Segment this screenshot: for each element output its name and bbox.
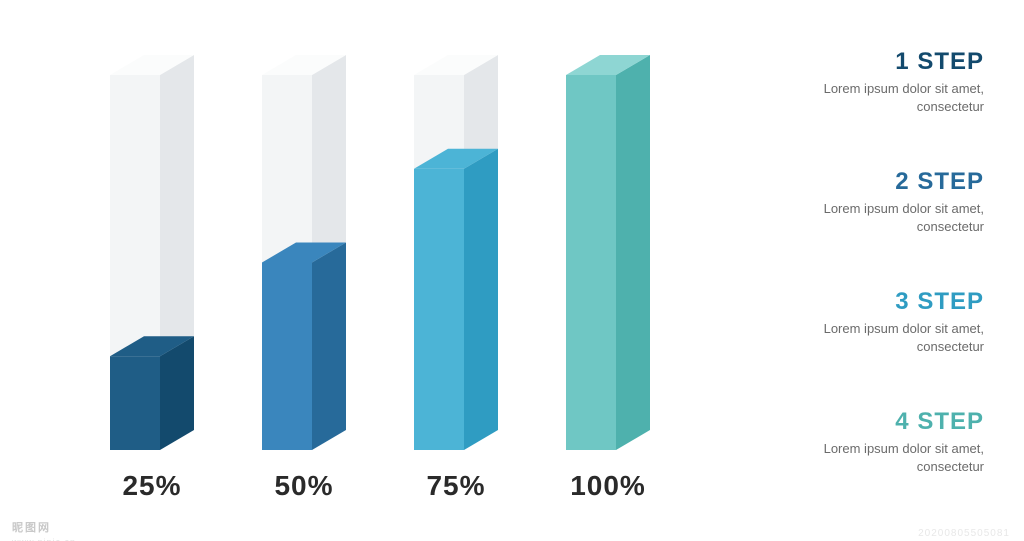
watermark-logo: 昵图网 <box>12 519 51 535</box>
bar-empty-side <box>312 55 346 263</box>
bar-fill-side <box>616 55 650 450</box>
legend-item: 2 STEP Lorem ipsum dolor sit amet, consec… <box>754 168 984 235</box>
legend-title: 2 STEP <box>754 168 984 196</box>
bar-empty-front <box>262 75 312 263</box>
legend-desc: Lorem ipsum dolor sit amet, consectetur <box>754 320 984 355</box>
infographic-stage: 25% 50% 75% 100% 1 STEP Lorem ipsum dolor si… <box>0 0 1024 541</box>
bar-fill-front <box>414 169 464 450</box>
bar-percent-label: 50% <box>234 470 374 502</box>
watermark-id: 20200805505081 <box>918 528 1010 539</box>
bar-fill-side <box>464 149 498 450</box>
bar-column <box>110 55 194 450</box>
bar-fill-front <box>110 356 160 450</box>
bar-column <box>566 55 650 450</box>
bar-fill-front <box>262 263 312 451</box>
legend-item: 3 STEP Lorem ipsum dolor sit amet, consec… <box>754 288 984 355</box>
bar-percent-label: 75% <box>386 470 526 502</box>
bar-fill-front <box>566 75 616 450</box>
bar-column <box>262 55 346 450</box>
bar-percent-label: 100% <box>538 470 678 502</box>
legend-item: 4 STEP Lorem ipsum dolor sit amet, consec… <box>754 408 984 475</box>
legend-item: 1 STEP Lorem ipsum dolor sit amet, consec… <box>754 48 984 115</box>
watermark-url: www.nipic.cn <box>12 537 76 541</box>
legend-title: 3 STEP <box>754 288 984 316</box>
bar-empty-side <box>160 55 194 356</box>
legend-title: 1 STEP <box>754 48 984 76</box>
legend-desc: Lorem ipsum dolor sit amet, consectetur <box>754 440 984 475</box>
legend-desc: Lorem ipsum dolor sit amet, consectetur <box>754 80 984 115</box>
bar-percent-label: 25% <box>82 470 222 502</box>
bar-empty-front <box>110 75 160 356</box>
bar-fill-side <box>312 243 346 451</box>
legend-desc: Lorem ipsum dolor sit amet, consectetur <box>754 200 984 235</box>
legend-title: 4 STEP <box>754 408 984 436</box>
bar-column <box>414 55 498 450</box>
bar-fill-side <box>160 336 194 450</box>
